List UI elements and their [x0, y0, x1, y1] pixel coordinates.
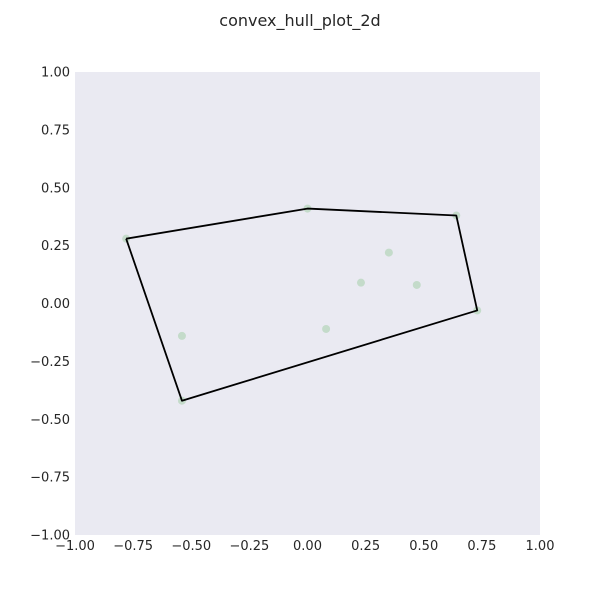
x-tick-label: 0.75 [467, 539, 496, 554]
hull-line [125, 207, 479, 402]
x-tick-label: 0.25 [351, 539, 380, 554]
x-tick-label: 0.00 [293, 539, 322, 554]
y-tick-label: −1.00 [30, 529, 70, 544]
scatter-point [384, 248, 393, 257]
y-tick-label: −0.75 [30, 471, 70, 486]
scatter-point [122, 234, 131, 243]
x-tick-label: −0.75 [113, 539, 153, 554]
x-tick-label: 1.00 [526, 539, 555, 554]
y-tick-label: −0.25 [30, 355, 70, 370]
hull-outline [125, 207, 479, 402]
axis-ticks: −1.00 −0.75 −0.50 −0.25 0.00 0.25 0.50 0.75 1.00… [30, 66, 554, 555]
plot-area [75, 72, 540, 535]
y-tick-label: 0.75 [41, 123, 70, 138]
y-tick-label: 0.25 [41, 239, 70, 254]
y-tick-label: 0.00 [41, 297, 70, 312]
x-tick-label: 0.50 [409, 539, 438, 554]
y-tick-label: 0.50 [41, 181, 70, 196]
scatter-point [177, 331, 186, 340]
scatter-point [356, 278, 365, 287]
x-tick-label: −1.00 [55, 539, 95, 554]
y-tick-label: −0.50 [30, 413, 70, 428]
y-tick-label: 1.00 [41, 66, 70, 81]
scatter-point [322, 324, 331, 333]
x-tick-label: −0.50 [171, 539, 211, 554]
x-tick-label: −0.25 [229, 539, 269, 554]
chart-title: convex_hull_plot_2d [219, 11, 380, 31]
scatter-point [412, 280, 421, 289]
